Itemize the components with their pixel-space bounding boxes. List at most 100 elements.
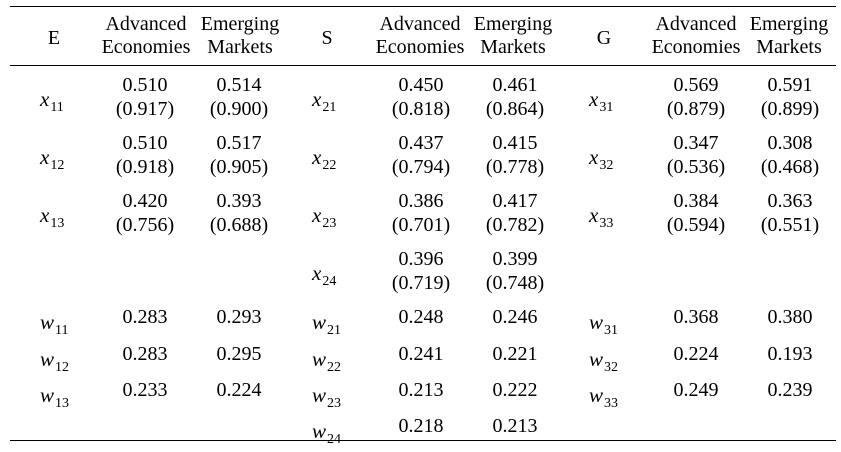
value-emg-e-x1: 0.517 [216, 132, 262, 154]
var-x-s-2-symbol: x [312, 203, 322, 227]
value-emg-g-x0: 0.591 [767, 74, 813, 96]
var-w-s-1-subscript: 22 [327, 360, 342, 375]
weight-adv-s-0: 0.248 [398, 306, 444, 328]
header-emerging-g: Emerging Markets [749, 13, 829, 58]
weight-emg-e-1: 0.295 [216, 343, 262, 365]
value-adv-s-x2: 0.386 [398, 190, 444, 212]
weight-adv-s-2: 0.213 [398, 379, 444, 401]
header-rule [10, 65, 836, 66]
var-x-g-0-subscript: 31 [599, 100, 614, 115]
weight-adv-e-2: 0.233 [122, 379, 168, 401]
value-emg-g-x2: 0.363 [767, 190, 813, 212]
paren-emg-s-x1: (0.778) [485, 156, 545, 178]
var-x-e-0: x11 [40, 87, 64, 120]
paren-emg-g-x2: (0.551) [760, 214, 820, 236]
top-rule [10, 6, 836, 7]
value-emg-s-x0: 0.461 [492, 74, 538, 96]
paren-emg-e-x0: (0.900) [209, 98, 269, 120]
var-x-g-1-subscript: 32 [599, 158, 614, 173]
paren-adv-e-x1: (0.918) [115, 156, 175, 178]
var-x-g-2-subscript: 33 [599, 216, 614, 231]
var-w-s-0-symbol: w [312, 310, 327, 334]
var-x-s-1-symbol: x [312, 145, 322, 169]
var-w-e-1-subscript: 12 [55, 360, 70, 375]
var-x-s-2-subscript: 23 [322, 216, 337, 231]
weight-adv-s-3: 0.218 [398, 415, 444, 437]
header-emerging-e: Emerging Markets [200, 13, 280, 58]
var-x-e-1: x12 [40, 145, 64, 178]
var-x-s-3: x24 [312, 261, 336, 294]
value-emg-s-x3: 0.399 [492, 248, 538, 270]
var-x-e-2: x13 [40, 203, 64, 236]
var-w-s-1-symbol: w [312, 347, 327, 371]
value-emg-s-x1: 0.415 [492, 132, 538, 154]
weight-emg-s-3: 0.213 [492, 415, 538, 437]
paren-emg-g-x1: (0.468) [760, 156, 820, 178]
weight-adv-g-0: 0.368 [673, 306, 719, 328]
var-w-e-1-symbol: w [40, 347, 55, 371]
paren-adv-g-x1: (0.536) [666, 156, 726, 178]
weight-emg-s-1: 0.221 [492, 343, 538, 365]
weight-adv-e-1: 0.283 [122, 343, 168, 365]
value-adv-g-x0: 0.569 [673, 74, 719, 96]
var-w-s-0: w21 [312, 310, 341, 343]
var-x-s-0-symbol: x [312, 87, 322, 111]
value-adv-s-x3: 0.396 [398, 248, 444, 270]
var-x-e-2-symbol: x [40, 203, 50, 227]
paren-emg-g-x0: (0.899) [760, 98, 820, 120]
var-w-s-0-subscript: 21 [327, 323, 342, 338]
var-w-g-2: w33 [589, 383, 618, 416]
paren-emg-s-x2: (0.782) [485, 214, 545, 236]
var-w-g-2-symbol: w [589, 383, 604, 407]
var-w-g-0-symbol: w [589, 310, 604, 334]
var-x-s-0: x21 [312, 87, 336, 120]
value-adv-e-x1: 0.510 [122, 132, 168, 154]
var-x-s-3-subscript: 24 [322, 274, 337, 289]
var-w-g-0-subscript: 31 [604, 323, 619, 338]
paren-adv-s-x2: (0.701) [391, 214, 451, 236]
paren-emg-s-x3: (0.748) [485, 272, 545, 294]
weight-adv-g-1: 0.224 [673, 343, 719, 365]
header-label-e: E [47, 27, 61, 49]
paren-adv-s-x1: (0.794) [391, 156, 451, 178]
value-emg-s-x2: 0.417 [492, 190, 538, 212]
paren-emg-s-x0: (0.864) [485, 98, 545, 120]
var-w-e-1: w12 [40, 347, 69, 380]
paren-adv-e-x0: (0.917) [115, 98, 175, 120]
weight-emg-g-0: 0.380 [767, 306, 813, 328]
var-x-s-1-subscript: 22 [322, 158, 337, 173]
var-w-s-1: w22 [312, 347, 341, 380]
bottom-rule [10, 440, 836, 441]
header-emerging-s: Emerging Markets [473, 13, 553, 58]
weight-adv-e-0: 0.283 [122, 306, 168, 328]
value-adv-g-x1: 0.347 [673, 132, 719, 154]
var-w-g-1-symbol: w [589, 347, 604, 371]
var-x-e-1-symbol: x [40, 145, 50, 169]
value-adv-e-x0: 0.510 [122, 74, 168, 96]
value-emg-g-x1: 0.308 [767, 132, 813, 154]
var-w-g-2-subscript: 33 [604, 396, 619, 411]
var-x-g-2: x33 [589, 203, 613, 236]
var-x-e-1-subscript: 12 [50, 158, 65, 173]
paren-adv-s-x3: (0.719) [391, 272, 451, 294]
header-advanced-s: Advanced Economies [375, 13, 465, 58]
value-adv-g-x2: 0.384 [673, 190, 719, 212]
value-adv-s-x0: 0.450 [398, 74, 444, 96]
var-w-s-3-subscript: 24 [327, 432, 342, 447]
var-x-g-1-symbol: x [589, 145, 599, 169]
paren-adv-g-x2: (0.594) [666, 214, 726, 236]
var-x-s-3-symbol: x [312, 261, 322, 285]
paren-adv-s-x0: (0.818) [391, 98, 451, 120]
weight-emg-g-1: 0.193 [767, 343, 813, 365]
paren-emg-e-x2: (0.688) [209, 214, 269, 236]
var-w-e-0: w11 [40, 310, 69, 343]
var-w-g-0: w31 [589, 310, 618, 343]
header-advanced-g: Advanced Economies [651, 13, 741, 58]
var-w-e-2: w13 [40, 383, 69, 416]
var-x-e-0-symbol: x [40, 87, 50, 111]
var-w-e-0-subscript: 11 [55, 323, 69, 338]
weight-emg-e-0: 0.293 [216, 306, 262, 328]
value-emg-e-x0: 0.514 [216, 74, 262, 96]
weight-emg-g-2: 0.239 [767, 379, 813, 401]
var-w-e-2-subscript: 13 [55, 396, 70, 411]
